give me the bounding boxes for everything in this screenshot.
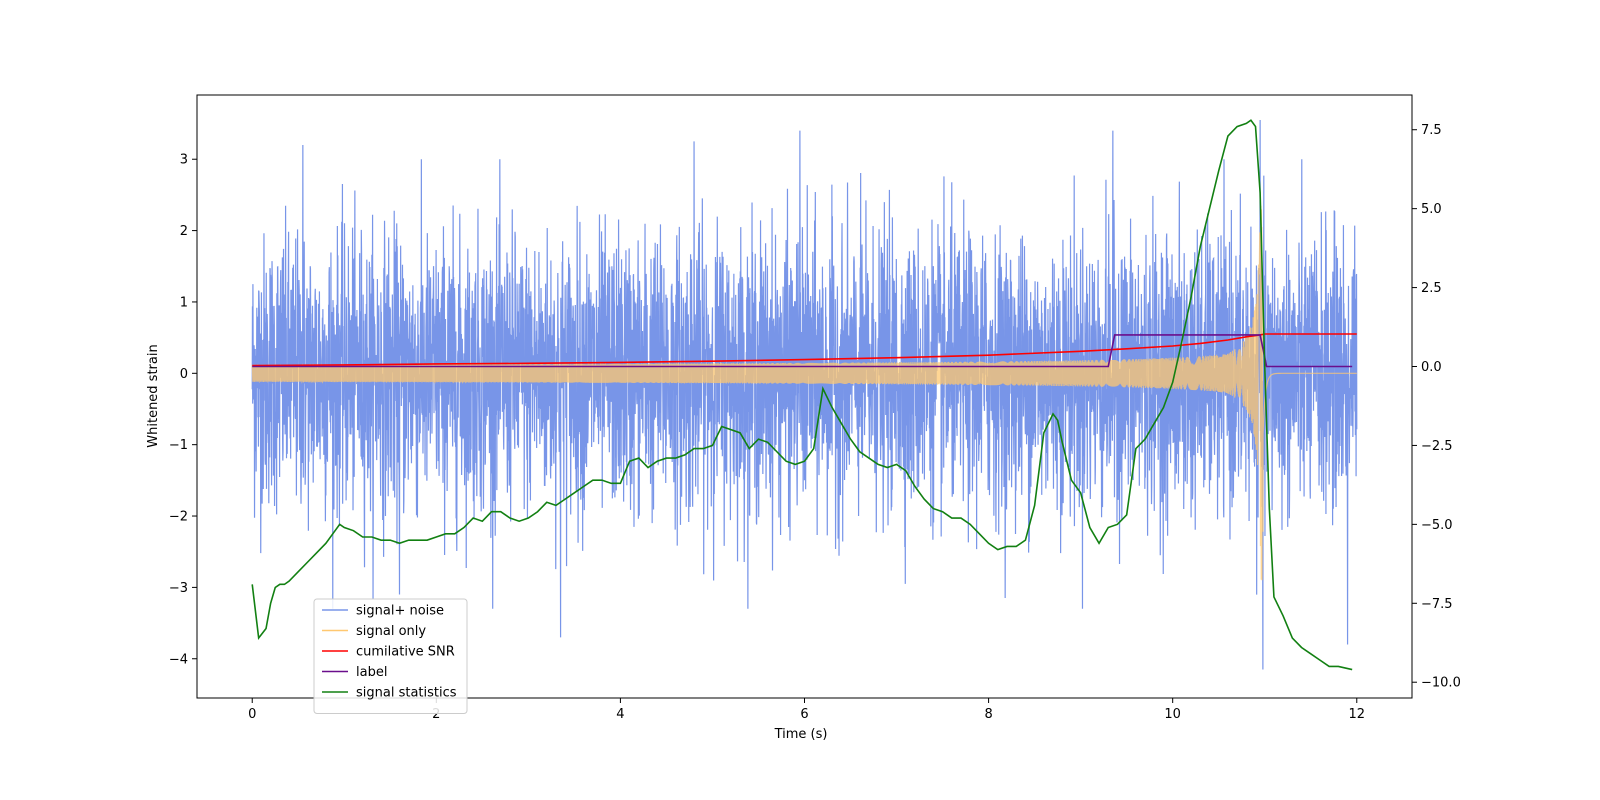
legend-entry-label: signal+ noise bbox=[356, 604, 444, 619]
x-tick-label: 2 bbox=[432, 707, 440, 722]
legend-entry-label: signal statistics bbox=[356, 686, 457, 701]
legend-entry-label: signal only bbox=[356, 624, 426, 639]
y-left-tick-label: 1 bbox=[180, 295, 188, 310]
y-left-tick-label: −1 bbox=[169, 438, 188, 453]
series-signal-statistics bbox=[251, 119, 1353, 671]
legend-entry-label: cumilative SNR bbox=[356, 645, 455, 660]
y-right-tick-label: 0.0 bbox=[1421, 360, 1442, 375]
legend: signal+ noise signal only cumilative SNR la… bbox=[313, 598, 468, 714]
y-axis-label: Whitened strain bbox=[146, 344, 161, 447]
x-tick-label: 8 bbox=[984, 707, 992, 722]
y-right-tick-label: 2.5 bbox=[1421, 281, 1442, 296]
x-tick-label: 0 bbox=[248, 707, 256, 722]
legend-entry-label: label bbox=[356, 665, 387, 680]
y-left-tick-label: 0 bbox=[180, 367, 188, 382]
x-tick-label: 4 bbox=[616, 707, 624, 722]
y-axis-left: −4 −3 −2 −1 0 1 2 3 bbox=[169, 153, 197, 667]
legend-box bbox=[313, 598, 468, 714]
series-signal-plus-noise bbox=[251, 119, 1358, 670]
x-axis-label: Time (s) bbox=[774, 727, 828, 742]
y-right-tick-label: −7.5 bbox=[1421, 597, 1453, 612]
y-right-tick-label: −5.0 bbox=[1421, 518, 1453, 533]
series-label bbox=[252, 334, 1353, 368]
x-axis: 0 2 4 6 8 10 12 bbox=[248, 698, 1365, 722]
y-right-tick-label: −2.5 bbox=[1421, 439, 1453, 454]
series-cumulative-snr bbox=[252, 333, 1357, 367]
y-left-tick-label: −4 bbox=[169, 652, 188, 667]
y-right-tick-label: −10.0 bbox=[1421, 676, 1461, 691]
x-tick-label: 10 bbox=[1164, 707, 1181, 722]
y-left-tick-label: 3 bbox=[180, 153, 188, 168]
series-signal-only bbox=[251, 205, 1357, 581]
y-right-tick-label: 5.0 bbox=[1421, 202, 1442, 217]
y-left-tick-label: 2 bbox=[180, 224, 188, 239]
y-left-tick-label: −2 bbox=[169, 510, 188, 525]
series-layer bbox=[251, 119, 1358, 671]
x-tick-label: 12 bbox=[1348, 707, 1365, 722]
x-tick-label: 6 bbox=[800, 707, 808, 722]
y-axis-right: −10.0 −7.5 −5.0 −2.5 0.0 2.5 5.0 7.5 bbox=[1412, 123, 1461, 691]
y-right-tick-label: 7.5 bbox=[1421, 123, 1442, 138]
y-left-tick-label: −3 bbox=[169, 581, 188, 596]
